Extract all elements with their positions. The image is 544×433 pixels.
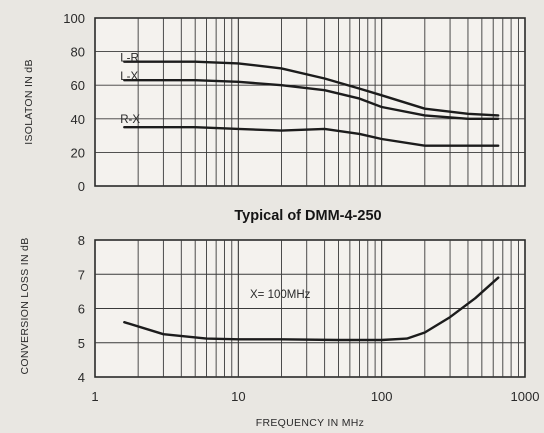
series-label-l-x: L-X (120, 71, 138, 83)
conversion-loss-series-conversion-loss-line (123, 276, 500, 342)
conversion-loss-y-tick-label: 5 (78, 336, 85, 351)
conversion-loss-chart: 4 5 6 7 8 1 10 100 1000 X= 100MHz CONVERSION LO… (19, 233, 539, 429)
conversion-loss-grid (95, 240, 525, 377)
frequency-x-ticks: 1 10 100 1000 (91, 389, 539, 404)
conversion-loss-y-ticks: 4 5 6 7 8 (78, 233, 85, 385)
isolation-series: L-R L-X R-X (120, 53, 500, 147)
conversion-loss-y-tick-label: 6 (78, 302, 85, 317)
series-label-r-x: R-X (120, 114, 140, 126)
series-label-l-r: L-R (120, 53, 139, 65)
frequency-x-tick-label: 1000 (511, 389, 540, 404)
frequency-x-tick-label: 10 (231, 389, 245, 404)
isolation-y-tick-label: 40 (71, 112, 85, 127)
frequency-annotation: X= 100MHz (250, 289, 311, 301)
isolation-y-tick-label: 60 (71, 78, 85, 93)
isolation-plot-area (94, 17, 526, 187)
isolation-y-tick-label: 20 (71, 145, 85, 160)
conversion-loss-y-tick-label: 7 (78, 267, 85, 282)
chart-title: Typical of DMM-4-250 (234, 208, 381, 224)
conversion-loss-y-axis-title: CONVERSION LOSS IN dB (19, 237, 31, 374)
frequency-x-tick-label: 100 (371, 389, 393, 404)
isolation-series-l-x-line (123, 79, 500, 120)
isolation-y-ticks: 0 20 40 60 80 100 (63, 11, 85, 194)
isolation-y-tick-label: 0 (78, 179, 85, 194)
frequency-x-tick-label: 1 (91, 389, 98, 404)
isolation-series-r-x-line (123, 126, 500, 147)
x-axis-title: FREQUENCY IN MHz (256, 417, 364, 429)
conversion-loss-y-tick-label: 4 (78, 370, 85, 385)
isolation-y-tick-label: 80 (71, 45, 85, 60)
conversion-loss-y-tick-label: 8 (78, 233, 85, 248)
isolation-chart: 0 20 40 60 80 100 L-R L-X R-X ISOLATON IN dB (23, 11, 526, 194)
isolation-y-tick-label: 100 (63, 11, 85, 26)
isolation-series-l-r-line (123, 60, 500, 117)
isolation-y-axis-title: ISOLATON IN dB (23, 59, 35, 145)
conversion-loss-series (123, 276, 500, 342)
isolation-grid (95, 18, 525, 186)
